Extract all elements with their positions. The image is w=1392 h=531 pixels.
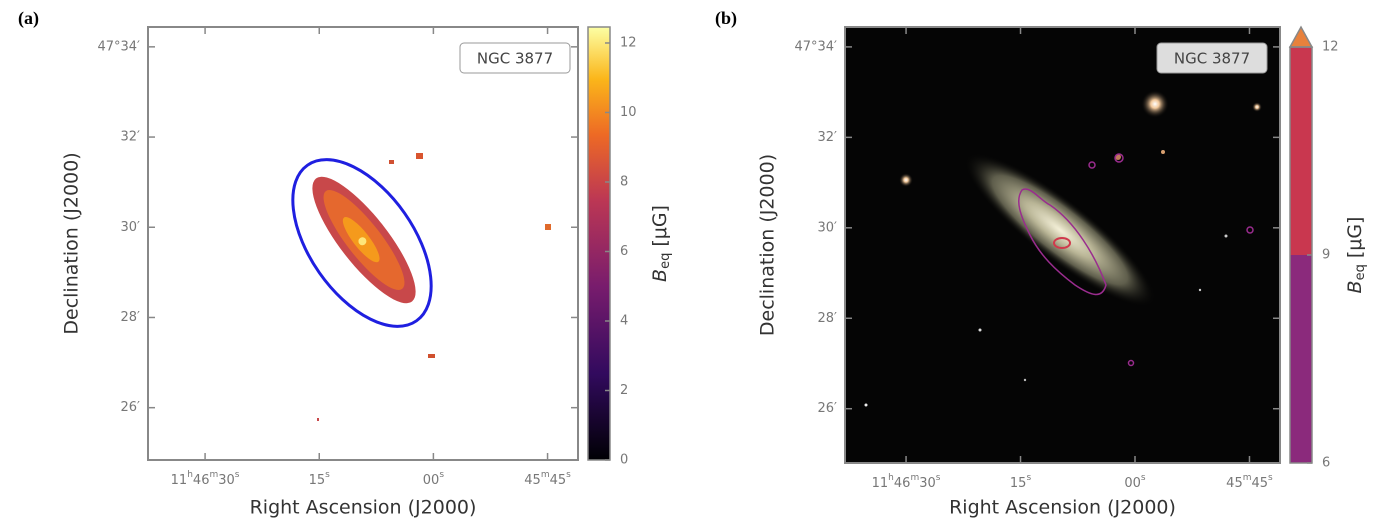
axes-frame <box>844 26 1281 464</box>
y-tick-label: 47°34′ <box>794 39 837 54</box>
x-tick-label: 15s <box>309 470 331 488</box>
colorbar-label-part: B <box>1344 280 1366 293</box>
y-axis-label: Declination (J2000) <box>757 154 779 336</box>
colorbar-label: Beq [μG] <box>1344 217 1368 294</box>
annotation: NGC 3877 <box>477 50 553 68</box>
x-axis-label: Right Ascension (J2000) <box>250 497 477 519</box>
colorbar-tick-label: 8 <box>620 174 628 189</box>
colorbar-tick-label: 6 <box>1322 456 1330 471</box>
y-tick-label: 32′ <box>121 130 141 145</box>
x-axis-label: Right Ascension (J2000) <box>949 497 1176 519</box>
colorbar-tick-label: 6 <box>620 244 628 259</box>
colorbar-tick-label: 2 <box>620 383 628 398</box>
map-image <box>148 27 578 460</box>
colorbar-label: Beq [μG] <box>649 205 673 282</box>
colorbar <box>588 27 610 460</box>
y-tick-label: 28′ <box>818 311 838 326</box>
y-tick-label: 26′ <box>121 400 141 415</box>
colorbar-label-part: [μG] <box>1344 217 1366 259</box>
x-tick-label: 45m45s <box>1226 473 1273 491</box>
x-tick-label: 00s <box>423 470 445 488</box>
y-axis-label: Declination (J2000) <box>61 152 83 334</box>
y-tick-label: 47°34′ <box>97 39 140 54</box>
colorbar-label-part: eq <box>658 253 673 269</box>
panel-label: (a) <box>18 8 39 29</box>
colorbar-label-part: [μG] <box>649 205 671 247</box>
colorbar-tick-label: 10 <box>620 105 637 120</box>
colorbar-band <box>1290 255 1312 463</box>
x-tick-label: 45m45s <box>524 470 571 488</box>
annotation: NGC 3877 <box>1174 50 1250 68</box>
colorbar-tick-label: 12 <box>620 35 637 50</box>
annotation-box <box>1156 42 1268 74</box>
colorbar-label-part: eq <box>1353 264 1368 280</box>
y-tick-label: 26′ <box>818 401 838 416</box>
annotation-box <box>459 42 571 74</box>
colorbar-tick-label: 0 <box>620 453 628 468</box>
y-tick-label: 30′ <box>818 220 838 235</box>
colorbar-band <box>1290 47 1312 255</box>
panel-label: (b) <box>715 8 737 29</box>
y-tick-label: 30′ <box>121 220 141 235</box>
colorbar-label-part: B <box>649 269 671 282</box>
colorbar-extend <box>1288 25 1314 48</box>
y-tick-label: 32′ <box>818 130 838 145</box>
colorbar-tick-label: 12 <box>1322 40 1339 55</box>
x-tick-label: 11h46m30s <box>872 473 941 491</box>
colorbar-frame <box>587 26 611 461</box>
x-tick-label: 15s <box>1010 473 1032 491</box>
colorbar-tick-label: 4 <box>620 313 628 328</box>
y-tick-label: 28′ <box>121 310 141 325</box>
x-tick-label: 11h46m30s <box>171 470 240 488</box>
optical-image <box>845 27 1280 463</box>
axes-frame <box>147 26 579 461</box>
colorbar-tick-label: 9 <box>1322 248 1330 263</box>
x-tick-label: 00s <box>1124 473 1146 491</box>
